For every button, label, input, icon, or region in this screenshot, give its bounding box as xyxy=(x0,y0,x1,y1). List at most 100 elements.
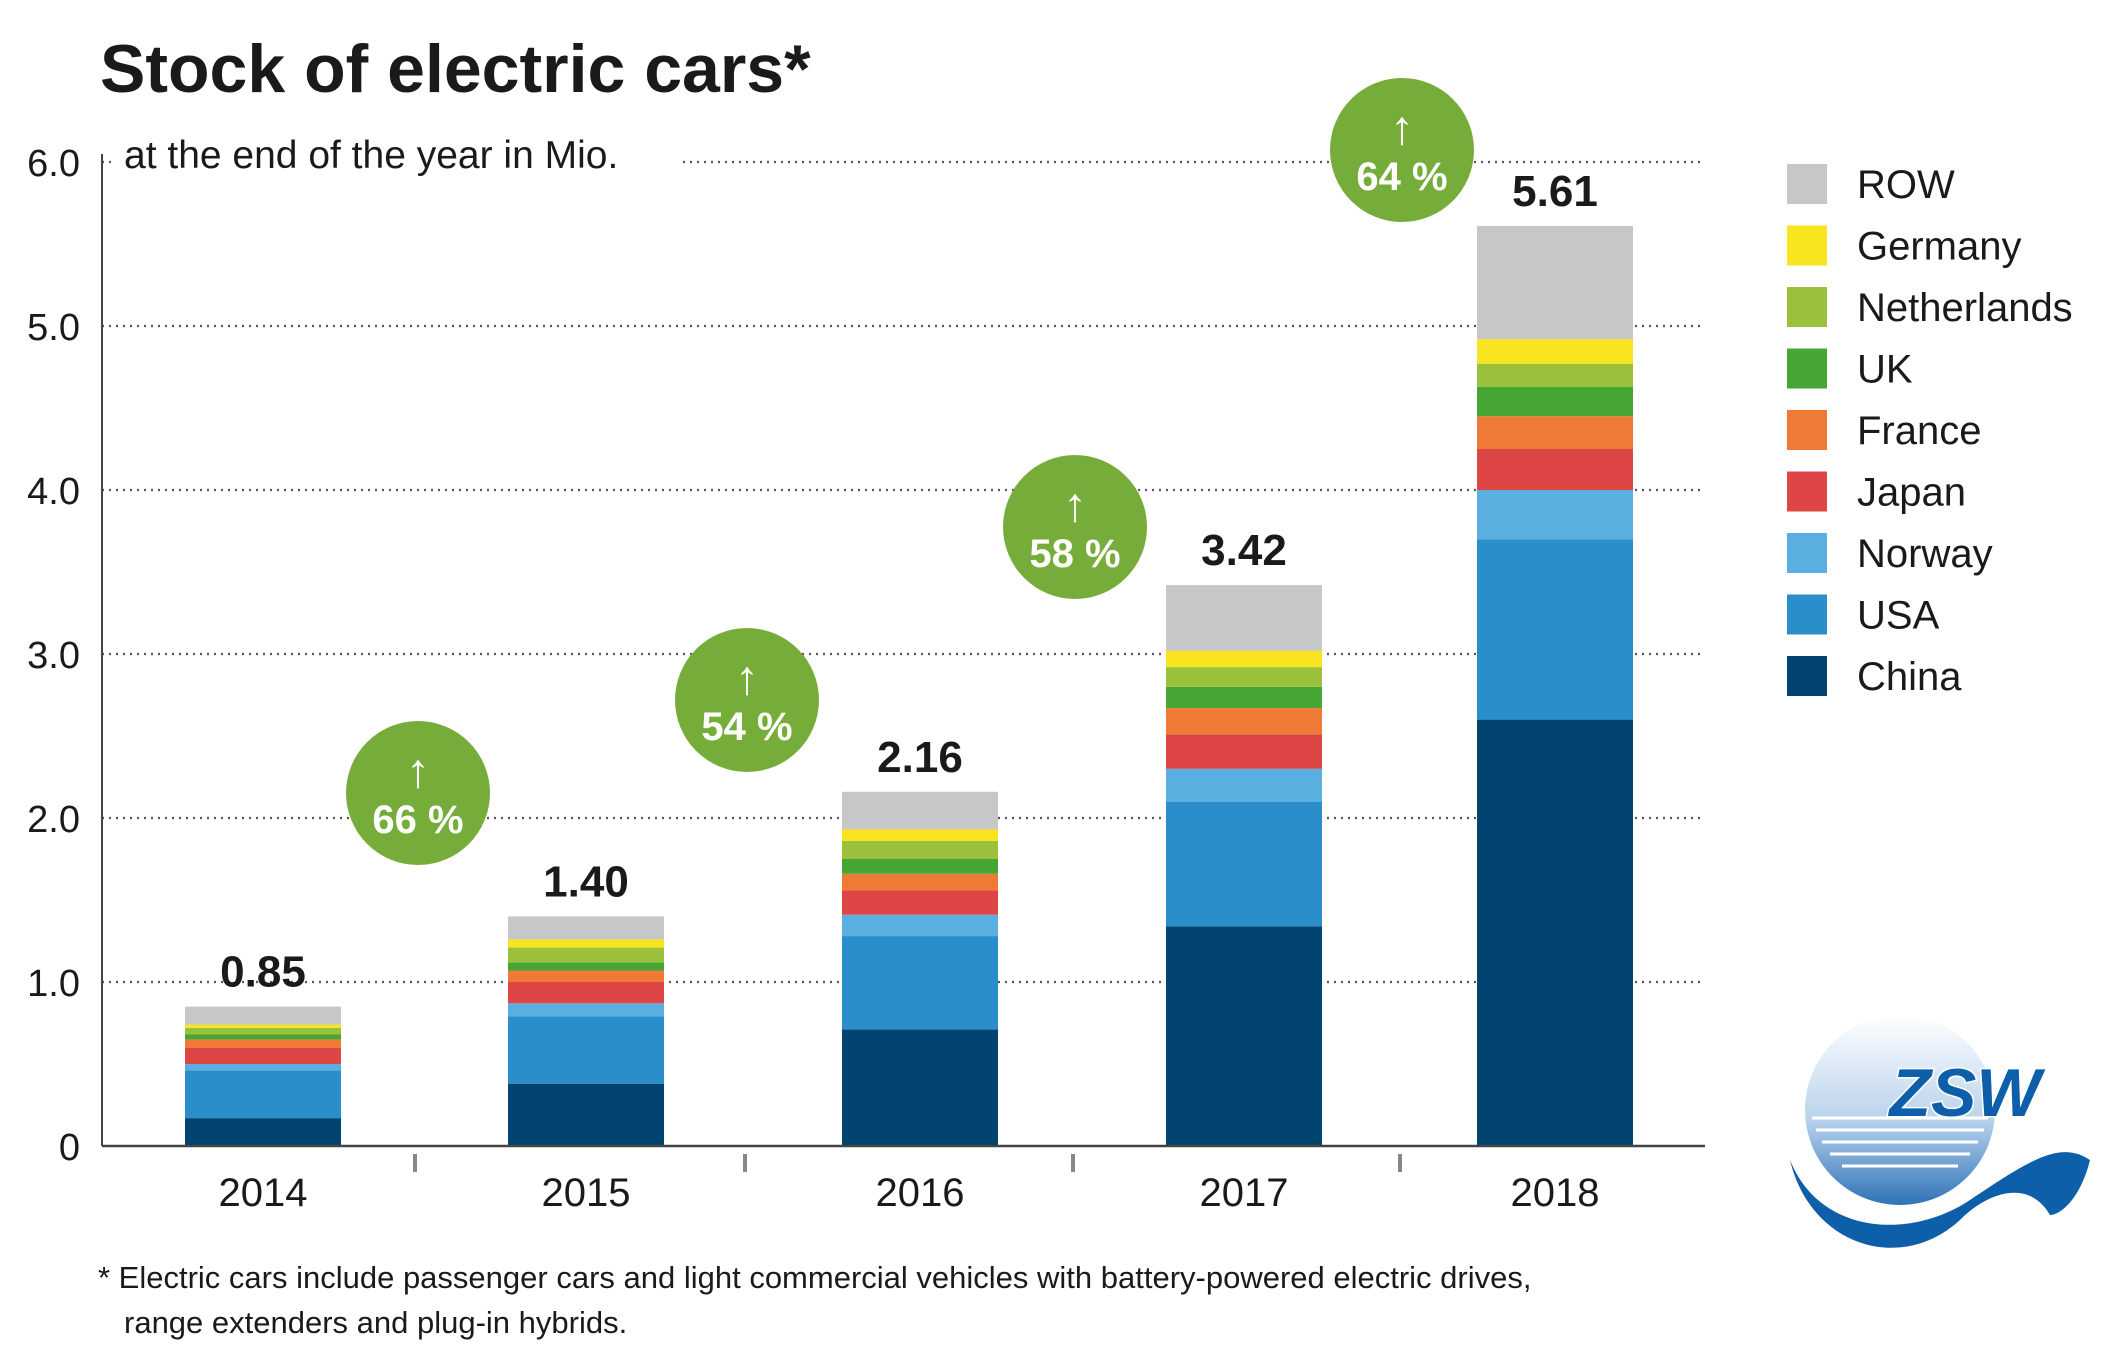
logo-wave xyxy=(1790,1152,2090,1248)
subtitle-background xyxy=(112,132,682,184)
bar-segment-uk xyxy=(1477,386,1633,417)
total-label: 1.40 xyxy=(543,857,629,906)
bar-segment-japan xyxy=(185,1047,341,1064)
x-tick-label: 2016 xyxy=(876,1171,965,1215)
growth-arrow-icon: ↑ xyxy=(406,745,430,798)
y-tick-label: 4.0 xyxy=(27,471,80,513)
y-tick-label: 2.0 xyxy=(27,799,80,841)
growth-arrow-icon: ↑ xyxy=(1063,479,1087,532)
x-tick-label: 2014 xyxy=(219,1171,308,1215)
bar-segment-netherlands xyxy=(508,947,664,963)
bar-segment-norway xyxy=(185,1064,341,1071)
bar-segment-row xyxy=(508,916,664,940)
bars xyxy=(185,225,1633,1146)
legend-swatch xyxy=(1787,656,1827,696)
bar-segment-france xyxy=(185,1039,341,1048)
bar-segment-row xyxy=(185,1006,341,1025)
bar-segment-germany xyxy=(508,939,664,948)
bar-segment-japan xyxy=(1166,734,1322,769)
growth-badge xyxy=(1330,78,1474,222)
bar-segment-germany xyxy=(1477,339,1633,364)
bar-segment-netherlands xyxy=(185,1027,341,1035)
growth-badge xyxy=(675,628,819,772)
bar-segment-netherlands xyxy=(1166,667,1322,687)
logo-globe xyxy=(1805,1015,1995,1205)
bar-segment-usa xyxy=(508,1016,664,1084)
growth-label: 58 % xyxy=(1029,532,1120,576)
total-labels: 0.85 1.40 2.16 3.42 5.61 xyxy=(220,167,1598,997)
bar-segment-norway xyxy=(1166,768,1322,802)
total-label: 3.42 xyxy=(1201,526,1287,575)
chart-title: Stock of electric cars* xyxy=(100,31,811,107)
bar-segment-france xyxy=(842,873,998,891)
logo-lines xyxy=(1812,1116,1988,1168)
total-label: 0.85 xyxy=(220,948,306,997)
x-tick-label: 2015 xyxy=(542,1171,631,1215)
bar-segment-japan xyxy=(842,890,998,915)
legend-label: UK xyxy=(1857,348,1913,392)
bar-segment-uk xyxy=(842,859,998,874)
bar-segment-netherlands xyxy=(1477,363,1633,387)
total-label: 2.16 xyxy=(877,733,963,782)
bar-segment-usa xyxy=(1477,539,1633,720)
growth-label: 66 % xyxy=(372,798,463,842)
bar-segment-china xyxy=(1477,719,1633,1146)
zsw-logo: ZSW xyxy=(1790,1015,2090,1248)
y-tick-label: 6.0 xyxy=(27,143,80,185)
x-tick-label: 2017 xyxy=(1200,1171,1289,1215)
y-tick-label: 0 xyxy=(59,1127,80,1169)
bar-segment-row xyxy=(1477,225,1633,340)
y-tick-label: 5.0 xyxy=(27,307,80,349)
bar-segment-usa xyxy=(1166,801,1322,927)
bar-segment-france xyxy=(1477,416,1633,449)
bar-segment-usa xyxy=(842,936,998,1030)
growth-label: 54 % xyxy=(701,705,792,749)
bar-segment-usa xyxy=(185,1070,341,1119)
bar-segment-china xyxy=(842,1029,998,1146)
bar-segment-netherlands xyxy=(842,840,998,859)
bar-segment-france xyxy=(1166,708,1322,735)
bar-segment-uk xyxy=(508,962,664,971)
legend-label: China xyxy=(1857,655,1962,699)
growth-arrow-icon: ↑ xyxy=(735,652,759,705)
legend-label: USA xyxy=(1857,594,1940,638)
legend-swatch xyxy=(1787,471,1827,512)
bar-segment-france xyxy=(508,970,664,982)
legend-label: France xyxy=(1857,409,1982,453)
bar-segment-uk xyxy=(1166,686,1322,709)
legend-label: ROW xyxy=(1857,163,1955,207)
x-axis: 2014 2015 2016 2017 2018 xyxy=(102,1144,1705,1215)
footnote-line-1: * Electric cars include passenger cars a… xyxy=(98,1260,1531,1295)
bar-segment-uk xyxy=(185,1034,341,1040)
bar-segment-norway xyxy=(842,914,998,937)
chart-subtitle: at the end of the year in Mio. xyxy=(124,134,618,177)
legend-swatch xyxy=(1787,594,1827,635)
bar-segment-japan xyxy=(1477,449,1633,490)
bar-segment-china xyxy=(508,1083,664,1146)
legend-label: Norway xyxy=(1857,532,1993,576)
y-tick-label: 3.0 xyxy=(27,635,80,677)
bar-segment-germany xyxy=(1166,650,1322,668)
growth-badges: ↑66 %↑54 %↑58 %↑64 % xyxy=(346,78,1474,865)
logo-text: ZSW xyxy=(1887,1055,2046,1131)
legend-swatch xyxy=(1787,164,1827,204)
total-label: 5.61 xyxy=(1512,167,1598,216)
bar-segment-china xyxy=(1166,926,1322,1146)
y-axis: 0 1.0 2.0 3.0 4.0 5.0 6.0 xyxy=(27,143,103,1169)
bar-segment-row xyxy=(1166,585,1322,651)
legend: ROW Germany Netherlands UK France Japan Norway… xyxy=(1787,163,2073,699)
bar-segment-germany xyxy=(842,829,998,841)
y-tick-label: 1.0 xyxy=(27,963,80,1005)
bar-segment-china xyxy=(185,1118,341,1146)
growth-label: 64 % xyxy=(1356,155,1447,199)
legend-swatch xyxy=(1787,225,1827,266)
legend-swatch xyxy=(1787,410,1827,450)
growth-badge xyxy=(1003,455,1147,599)
legend-swatch xyxy=(1787,533,1827,573)
x-tick-label: 2018 xyxy=(1511,1171,1600,1215)
bar-segment-norway xyxy=(1477,490,1633,540)
growth-badge xyxy=(346,721,490,865)
legend-swatch xyxy=(1787,348,1827,389)
bar-segment-germany xyxy=(185,1024,341,1028)
